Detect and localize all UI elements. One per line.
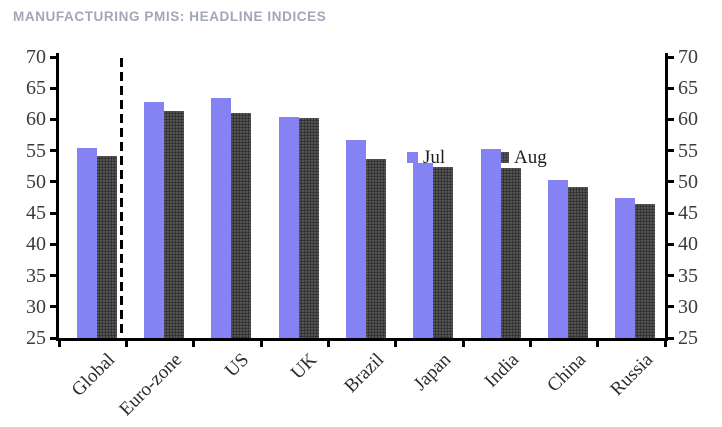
- y-tick-right: [668, 242, 674, 246]
- x-tick: [461, 341, 465, 347]
- x-tick: [596, 341, 600, 347]
- bar-aug-euro-zone: [163, 110, 184, 338]
- y-axis-tick-label-right: 60: [678, 108, 698, 131]
- y-axis-tick-label-right: 70: [678, 46, 698, 68]
- bar-group-china: [530, 57, 597, 338]
- y-axis-tick-label-left: 70: [26, 46, 46, 68]
- y-axis-tick-label-left: 30: [26, 295, 46, 318]
- bar-jul-brazil: [345, 140, 366, 338]
- y-axis-tick-label-left: 60: [26, 108, 46, 131]
- bar-aug-us: [231, 112, 252, 338]
- bar-group-euro-zone: [126, 57, 193, 338]
- y-axis-line-left: [56, 53, 59, 341]
- x-tick: [192, 341, 196, 347]
- bar-jul-china: [547, 180, 568, 338]
- bar-aug-russia: [635, 203, 656, 338]
- y-axis-tick-label-left: 35: [26, 264, 46, 287]
- y-axis-tick-label-left: 55: [26, 139, 46, 162]
- y-tick-right: [668, 305, 674, 309]
- y-axis-tick-label-right: 25: [678, 327, 698, 349]
- x-axis-line: [56, 338, 668, 341]
- y-axis-tick-label-left: 65: [26, 77, 46, 100]
- global-separator-dashed-line: [120, 58, 124, 338]
- y-axis-tick-label-left: 40: [26, 233, 46, 256]
- y-tick-right: [668, 55, 674, 59]
- legend-item-aug: Aug: [498, 148, 547, 167]
- x-tick: [528, 341, 532, 347]
- y-axis-line-right: [665, 53, 668, 341]
- y-tick-left: [50, 274, 56, 278]
- x-tick: [326, 341, 330, 347]
- bar-jul-russia: [615, 197, 636, 338]
- legend-label-jul: Jul: [423, 147, 446, 168]
- y-tick-left: [50, 305, 56, 309]
- bar-jul-global: [76, 148, 97, 338]
- legend-swatch-aug-icon: [498, 152, 509, 163]
- bar-jul-india: [480, 148, 501, 338]
- bar-jul-euro-zone: [143, 101, 164, 338]
- plot-area: Jul Aug: [50, 53, 674, 347]
- y-axis-tick-label-right: 50: [678, 170, 698, 193]
- y-axis-tick-label-left: 45: [26, 202, 46, 225]
- x-tick: [394, 341, 398, 347]
- y-tick-left: [50, 242, 56, 246]
- x-tick: [57, 341, 61, 347]
- y-tick-left: [50, 336, 56, 340]
- y-tick-right: [668, 274, 674, 278]
- y-tick-right: [668, 336, 674, 340]
- bar-group-india: [463, 57, 530, 338]
- bar-aug-japan: [433, 166, 454, 338]
- y-tick-left: [50, 211, 56, 215]
- bar-jul-uk: [278, 116, 299, 338]
- y-tick-left: [50, 86, 56, 90]
- y-tick-left: [50, 180, 56, 184]
- bar-group-japan: [396, 57, 463, 338]
- y-axis-tick-label-right: 35: [678, 264, 698, 287]
- y-tick-right: [668, 117, 674, 121]
- legend-item-jul: Jul: [407, 148, 445, 167]
- bar-group-brazil: [328, 57, 395, 338]
- chart-title: MANUFACTURING PMIS: HEADLINE INDICES: [13, 9, 327, 24]
- bar-group-global: [59, 57, 126, 338]
- bar-aug-uk: [298, 117, 319, 338]
- bar-aug-brazil: [365, 159, 386, 338]
- y-axis-tick-label-left: 25: [26, 327, 46, 349]
- bar-group-russia: [598, 57, 665, 338]
- y-axis-tick-label-right: 55: [678, 139, 698, 162]
- y-axis-tick-label-right: 30: [678, 295, 698, 318]
- bar-jul-japan: [413, 163, 434, 338]
- y-tick-left: [50, 55, 56, 59]
- legend-label-aug: Aug: [514, 147, 547, 168]
- y-tick-right: [668, 211, 674, 215]
- x-axis-label-global: Global: [67, 349, 119, 401]
- bar-aug-india: [500, 167, 521, 338]
- y-axis-tick-label-right: 40: [678, 233, 698, 256]
- y-tick-right: [668, 180, 674, 184]
- x-tick: [663, 341, 667, 347]
- bar-aug-china: [567, 186, 588, 338]
- y-tick-right: [668, 149, 674, 153]
- bar-jul-us: [211, 98, 232, 338]
- y-tick-right: [668, 86, 674, 90]
- x-tick: [124, 341, 128, 347]
- y-tick-left: [50, 117, 56, 121]
- y-axis-tick-label-right: 45: [678, 202, 698, 225]
- y-tick-left: [50, 149, 56, 153]
- bar-group-uk: [261, 57, 328, 338]
- bar-group-us: [194, 57, 261, 338]
- legend-swatch-jul-icon: [407, 152, 418, 163]
- bar-aug-global: [96, 156, 117, 338]
- y-axis-tick-label-left: 50: [26, 170, 46, 193]
- x-tick: [259, 341, 263, 347]
- y-axis-tick-label-right: 65: [678, 77, 698, 100]
